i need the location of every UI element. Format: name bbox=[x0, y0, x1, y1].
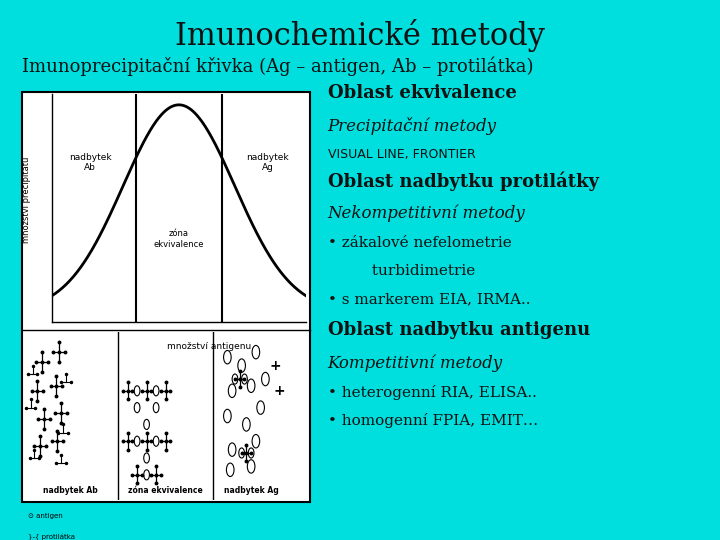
Text: Nekompetitivní metody: Nekompetitivní metody bbox=[328, 205, 526, 222]
Text: Precipitační metody: Precipitační metody bbox=[328, 117, 497, 135]
Text: Oblast nadbytku protilátky: Oblast nadbytku protilátky bbox=[328, 171, 598, 191]
Text: Oblast nadbytku antigenu: Oblast nadbytku antigenu bbox=[328, 321, 590, 339]
Text: nadbytek
Ag: nadbytek Ag bbox=[246, 153, 289, 172]
Text: nadbytek
Ab: nadbytek Ab bbox=[68, 153, 112, 172]
Text: Imunochemické metody: Imunochemické metody bbox=[175, 19, 545, 52]
Text: • heterogenní RIA, ELISA..: • heterogenní RIA, ELISA.. bbox=[328, 385, 536, 400]
Text: turbidimetrie: turbidimetrie bbox=[328, 264, 475, 278]
Text: • zákalové nefelometrie: • zákalové nefelometrie bbox=[328, 235, 511, 249]
Text: Kompetitivní metody: Kompetitivní metody bbox=[328, 354, 503, 372]
Bar bbox=[22, 92, 310, 502]
Text: }-{ protilátka: }-{ protilátka bbox=[28, 534, 75, 540]
Text: • homogenní FPIA, EMIT…: • homogenní FPIA, EMIT… bbox=[328, 413, 538, 428]
Text: nadbytek Ag: nadbytek Ag bbox=[224, 486, 279, 495]
Text: +: + bbox=[269, 359, 281, 373]
Text: množství precipitátu: množství precipitátu bbox=[22, 157, 31, 243]
Text: • s markerem EIA, IRMA..: • s markerem EIA, IRMA.. bbox=[328, 292, 530, 306]
Text: ⊙ antigen: ⊙ antigen bbox=[28, 514, 63, 519]
Text: VISUAL LINE, FRONTIER: VISUAL LINE, FRONTIER bbox=[328, 148, 475, 161]
Text: Oblast ekvivalence: Oblast ekvivalence bbox=[328, 84, 516, 102]
Text: Imunoprecipitační křivka (Ag – antigen, Ab – protilátka): Imunoprecipitační křivka (Ag – antigen, … bbox=[22, 57, 533, 76]
Text: zóna
ekvivalence: zóna ekvivalence bbox=[153, 230, 204, 249]
Text: nadbytek Ab: nadbytek Ab bbox=[43, 486, 98, 495]
Text: množství antigenu: množství antigenu bbox=[166, 342, 251, 350]
Text: zóna ekvivalence: zóna ekvivalence bbox=[128, 486, 203, 495]
Text: +: + bbox=[274, 384, 285, 398]
